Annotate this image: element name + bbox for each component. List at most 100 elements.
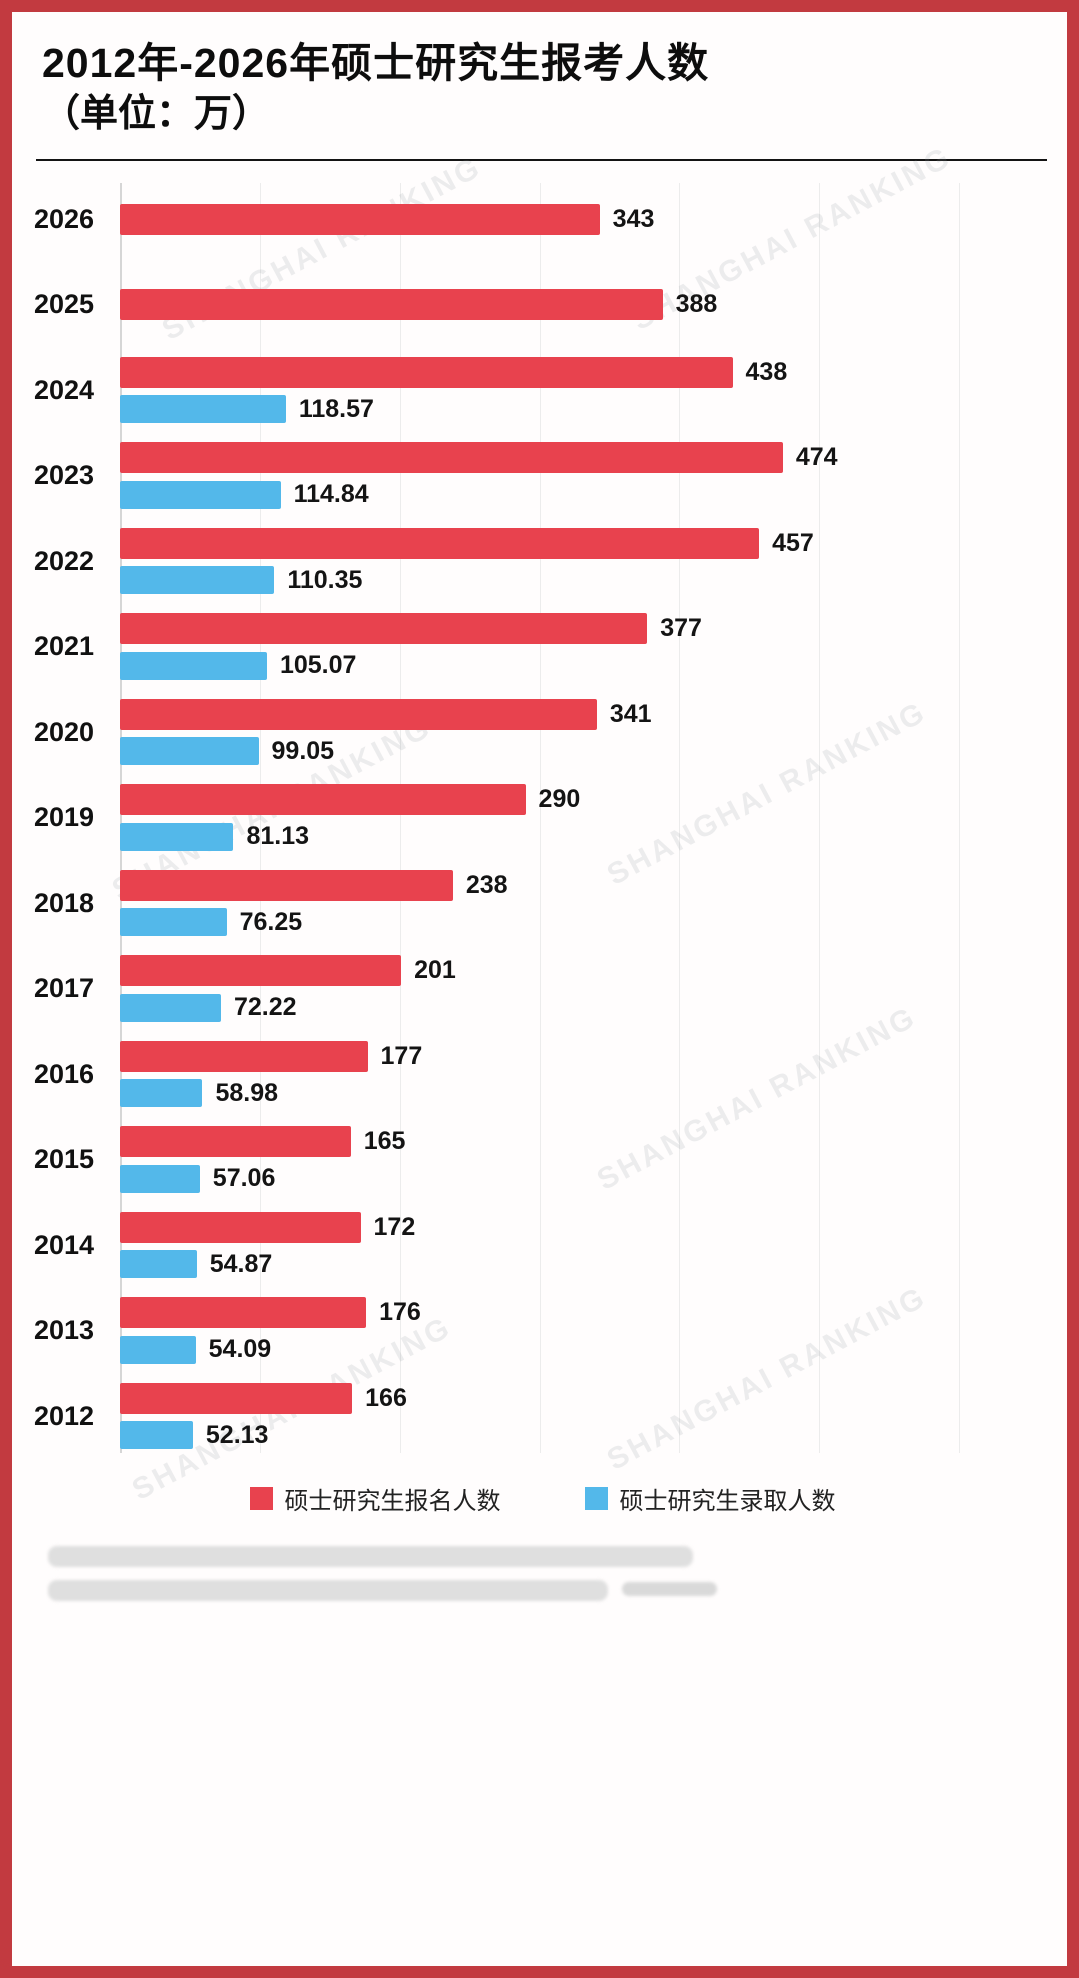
admitted-bar bbox=[120, 822, 234, 851]
bar-line: 57.06 bbox=[120, 1164, 1043, 1193]
bar-value-label: 341 bbox=[609, 699, 652, 728]
bar-line: 474 bbox=[120, 442, 1043, 474]
bar-line: 114.84 bbox=[120, 480, 1043, 509]
year-label: 2019 bbox=[34, 802, 95, 833]
bar-stack: 172 54.87 bbox=[120, 1211, 1043, 1279]
year-label: 2018 bbox=[34, 887, 95, 918]
year-label: 2023 bbox=[34, 460, 95, 491]
gridline bbox=[259, 182, 261, 1453]
bar-value-label: 290 bbox=[538, 785, 581, 814]
bar-value-label: 388 bbox=[675, 290, 718, 319]
admitted-bar bbox=[120, 1079, 203, 1108]
year-group: 2021 377 105.07 bbox=[34, 604, 1051, 689]
bar-stack: 166 52.13 bbox=[120, 1382, 1043, 1450]
applicants-bar bbox=[120, 869, 453, 901]
year-label: 2020 bbox=[34, 716, 95, 747]
year-group: 2024 438 118.57 bbox=[34, 348, 1051, 433]
bar-value-label: 377 bbox=[660, 614, 702, 643]
applicants-bar bbox=[120, 1211, 361, 1243]
applicants-bar bbox=[120, 203, 600, 235]
bar-line: 172 bbox=[120, 1211, 1043, 1243]
year-label: 2012 bbox=[34, 1400, 95, 1431]
admitted-bar bbox=[120, 395, 286, 424]
bar-stack: 165 57.06 bbox=[120, 1126, 1043, 1193]
bar-line: 58.98 bbox=[120, 1079, 1043, 1108]
gridline bbox=[679, 182, 681, 1453]
applicants-bar bbox=[120, 442, 783, 474]
admitted-bar bbox=[120, 480, 281, 509]
admitted-bar bbox=[120, 566, 275, 595]
title-divider bbox=[36, 158, 1047, 161]
redacted-mark bbox=[622, 1581, 717, 1596]
bar-line: 110.35 bbox=[120, 566, 1043, 595]
admitted-bar bbox=[120, 1335, 196, 1364]
admitted-bar bbox=[120, 993, 221, 1022]
bar-line: 377 bbox=[120, 613, 1043, 645]
bar-stack: 457 110.35 bbox=[120, 527, 1043, 595]
bar-line: 81.13 bbox=[120, 822, 1043, 851]
bar-value-label: 114.84 bbox=[293, 480, 369, 509]
year-group: 2025 388 bbox=[34, 262, 1051, 347]
legend-swatch-admitted bbox=[584, 1486, 608, 1510]
bar-line: 76.25 bbox=[120, 908, 1043, 937]
gridline-layer bbox=[120, 182, 1043, 1453]
gridline bbox=[399, 182, 401, 1453]
bar-line: 176 bbox=[120, 1297, 1043, 1329]
applicants-bar bbox=[120, 356, 733, 388]
bar-line: 54.09 bbox=[120, 1335, 1043, 1364]
bar-line: 52.13 bbox=[120, 1421, 1043, 1450]
applicants-bar bbox=[120, 1040, 368, 1072]
bar-value-label: 54.09 bbox=[208, 1335, 272, 1364]
gridline bbox=[539, 182, 541, 1453]
applicants-bar bbox=[120, 613, 648, 645]
gridline bbox=[120, 182, 122, 1453]
bar-value-label: 343 bbox=[612, 204, 655, 233]
legend-item-admitted: 硕士研究生录取人数 bbox=[584, 1481, 836, 1516]
bar-value-label: 72.22 bbox=[233, 993, 297, 1022]
year-group: 2020 341 99.05 bbox=[34, 690, 1051, 775]
bar-line: 438 bbox=[120, 356, 1043, 388]
bar-value-label: 52.13 bbox=[205, 1420, 269, 1449]
year-group: 2014 172 54.87 bbox=[34, 1202, 1051, 1287]
bar-line: 290 bbox=[120, 784, 1043, 816]
year-label: 2021 bbox=[34, 631, 95, 662]
bar-value-label: 118.57 bbox=[298, 394, 374, 423]
bar-value-label: 110.35 bbox=[287, 565, 363, 594]
bar-stack: 201 72.22 bbox=[120, 955, 1043, 1022]
bar-value-label: 81.13 bbox=[246, 822, 310, 851]
bar-line: 118.57 bbox=[120, 395, 1043, 424]
bar-line: 165 bbox=[120, 1126, 1043, 1158]
bar-line: 99.05 bbox=[120, 737, 1043, 766]
bar-line: 177 bbox=[120, 1040, 1043, 1072]
year-label: 2017 bbox=[34, 973, 95, 1004]
bar-stack: 388 bbox=[120, 289, 1043, 321]
plot-rows: 2026 343 2025 388 2024 438 118.57 2023 474 114.84… bbox=[34, 177, 1051, 1459]
bar-line: 166 bbox=[120, 1382, 1043, 1414]
bar-value-label: 474 bbox=[795, 443, 838, 472]
year-group: 2018 238 76.25 bbox=[34, 861, 1051, 946]
bar-value-label: 165 bbox=[363, 1127, 406, 1156]
year-label: 2015 bbox=[34, 1144, 95, 1175]
chart-subtitle: （单位：万） bbox=[42, 93, 271, 136]
year-label: 2016 bbox=[34, 1058, 95, 1089]
bar-stack: 341 99.05 bbox=[120, 698, 1043, 766]
bar-line: 457 bbox=[120, 527, 1043, 559]
year-group: 2026 343 bbox=[34, 177, 1051, 262]
applicants-bar bbox=[120, 1382, 353, 1414]
bar-stack: 377 105.07 bbox=[120, 613, 1043, 680]
bar-line: 343 bbox=[120, 203, 1043, 235]
year-label: 2025 bbox=[34, 289, 95, 320]
legend-label-admitted: 硕士研究生录取人数 bbox=[619, 1487, 836, 1515]
bar-value-label: 438 bbox=[745, 357, 788, 386]
year-group: 2023 474 114.84 bbox=[34, 433, 1051, 518]
bar-value-label: 58.98 bbox=[215, 1078, 279, 1107]
bar-value-label: 177 bbox=[380, 1041, 423, 1070]
applicants-bar bbox=[120, 698, 597, 730]
bar-value-label: 76.25 bbox=[239, 907, 303, 936]
bar-value-label: 238 bbox=[465, 870, 508, 899]
bar-stack: 343 bbox=[120, 203, 1043, 235]
bar-line: 341 bbox=[120, 698, 1043, 730]
bar-line: 54.87 bbox=[120, 1250, 1043, 1279]
bar-value-label: 57.06 bbox=[212, 1164, 276, 1193]
bar-line: 388 bbox=[120, 289, 1043, 321]
